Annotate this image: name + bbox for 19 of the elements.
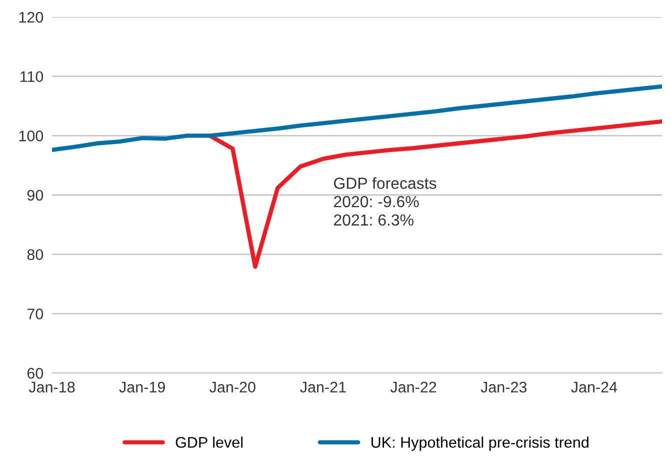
y-tick-label: 120 bbox=[19, 12, 44, 23]
x-tick-label: Jan-24 bbox=[571, 382, 618, 393]
x-tick-label: Jan-21 bbox=[300, 382, 346, 393]
y-tick-label: 80 bbox=[27, 249, 44, 260]
x-tick-label: Jan-18 bbox=[28, 382, 75, 393]
x-tick-label: Jan-22 bbox=[390, 382, 436, 393]
line-series bbox=[52, 84, 662, 152]
x-tick-label: Jan-19 bbox=[119, 382, 165, 393]
legend-label: UK: Hypothetical pre-crisis trend bbox=[372, 436, 588, 451]
annotation: GDP forecasts 2020: -9.6% 2021: 6.3% bbox=[334, 177, 436, 226]
y-tick-label: 90 bbox=[27, 190, 44, 201]
x-tick-label: Jan-23 bbox=[480, 382, 527, 393]
x-tick-label: Jan-20 bbox=[210, 382, 256, 393]
y-tick-label: 110 bbox=[20, 71, 44, 82]
y-tick-label: 70 bbox=[27, 308, 44, 320]
line-series bbox=[208, 119, 662, 269]
legend-label: GDP level bbox=[176, 436, 243, 448]
y-tick-label: 100 bbox=[19, 130, 44, 142]
y-tick-label: 60 bbox=[27, 368, 44, 379]
